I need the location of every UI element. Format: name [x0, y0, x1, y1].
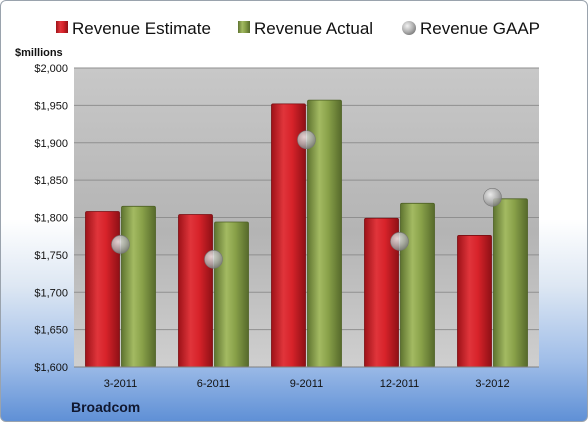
bar-revenue-actual — [400, 202, 435, 368]
y-tick-label: $1,650 — [34, 325, 68, 337]
marker-revenue-gaap — [483, 188, 502, 207]
y-tick-label: $1,700 — [34, 287, 68, 299]
marker-revenue-gaap — [390, 232, 409, 251]
legend-swatch-actual — [238, 21, 250, 33]
bar-revenue-estimate — [457, 235, 492, 368]
legend: Revenue Estimate Revenue Actual Revenue … — [56, 19, 540, 38]
bar-series — [85, 99, 528, 368]
y-tick-label: $1,950 — [34, 100, 68, 112]
x-tick-label: 3-2012 — [475, 378, 509, 390]
x-tick-label: 3-2011 — [104, 378, 137, 390]
y-axis-ticks: $1,600 $1,650 $1,700 $1,750 $1,800 $1,850 $1,9… — [34, 63, 68, 374]
marker-revenue-gaap — [111, 235, 130, 254]
legend-swatch-estimate — [56, 21, 68, 33]
marker-revenue-gaap — [204, 250, 223, 269]
bar-revenue-actual — [493, 198, 528, 368]
y-tick-label: $1,850 — [34, 175, 68, 187]
legend-item-revenue-gaap: Revenue GAAP — [402, 19, 540, 38]
x-tick-label: 9-2011 — [290, 378, 323, 390]
x-tick-label: 6-2011 — [197, 378, 230, 390]
bar-revenue-actual — [121, 205, 156, 368]
legend-label-gaap: Revenue GAAP — [420, 19, 540, 38]
marker-revenue-gaap — [297, 130, 316, 150]
y-axis-unit-label: $millions — [15, 47, 63, 59]
y-tick-label: $1,600 — [34, 362, 68, 374]
y-tick-label: $2,000 — [34, 63, 68, 75]
company-label: Broadcom — [71, 399, 140, 415]
y-tick-label: $1,800 — [34, 213, 68, 225]
y-tick-label: $1,750 — [34, 250, 68, 262]
x-axis-ticks: 3-2011 6-2011 9-2011 12-2011 3-2012 — [104, 378, 510, 390]
bar-revenue-actual — [214, 221, 249, 368]
legend-item-revenue-estimate: Revenue Estimate — [56, 19, 211, 38]
x-tick-label: 12-2011 — [380, 378, 420, 390]
legend-label-actual: Revenue Actual — [254, 19, 373, 38]
gaap-markers — [111, 130, 502, 269]
legend-item-revenue-actual: Revenue Actual — [238, 19, 373, 38]
legend-label-estimate: Revenue Estimate — [72, 19, 211, 38]
y-tick-label: $1,900 — [34, 138, 68, 150]
bar-revenue-estimate — [85, 211, 120, 368]
legend-swatch-gaap — [402, 21, 416, 35]
bar-revenue-estimate — [178, 214, 213, 368]
